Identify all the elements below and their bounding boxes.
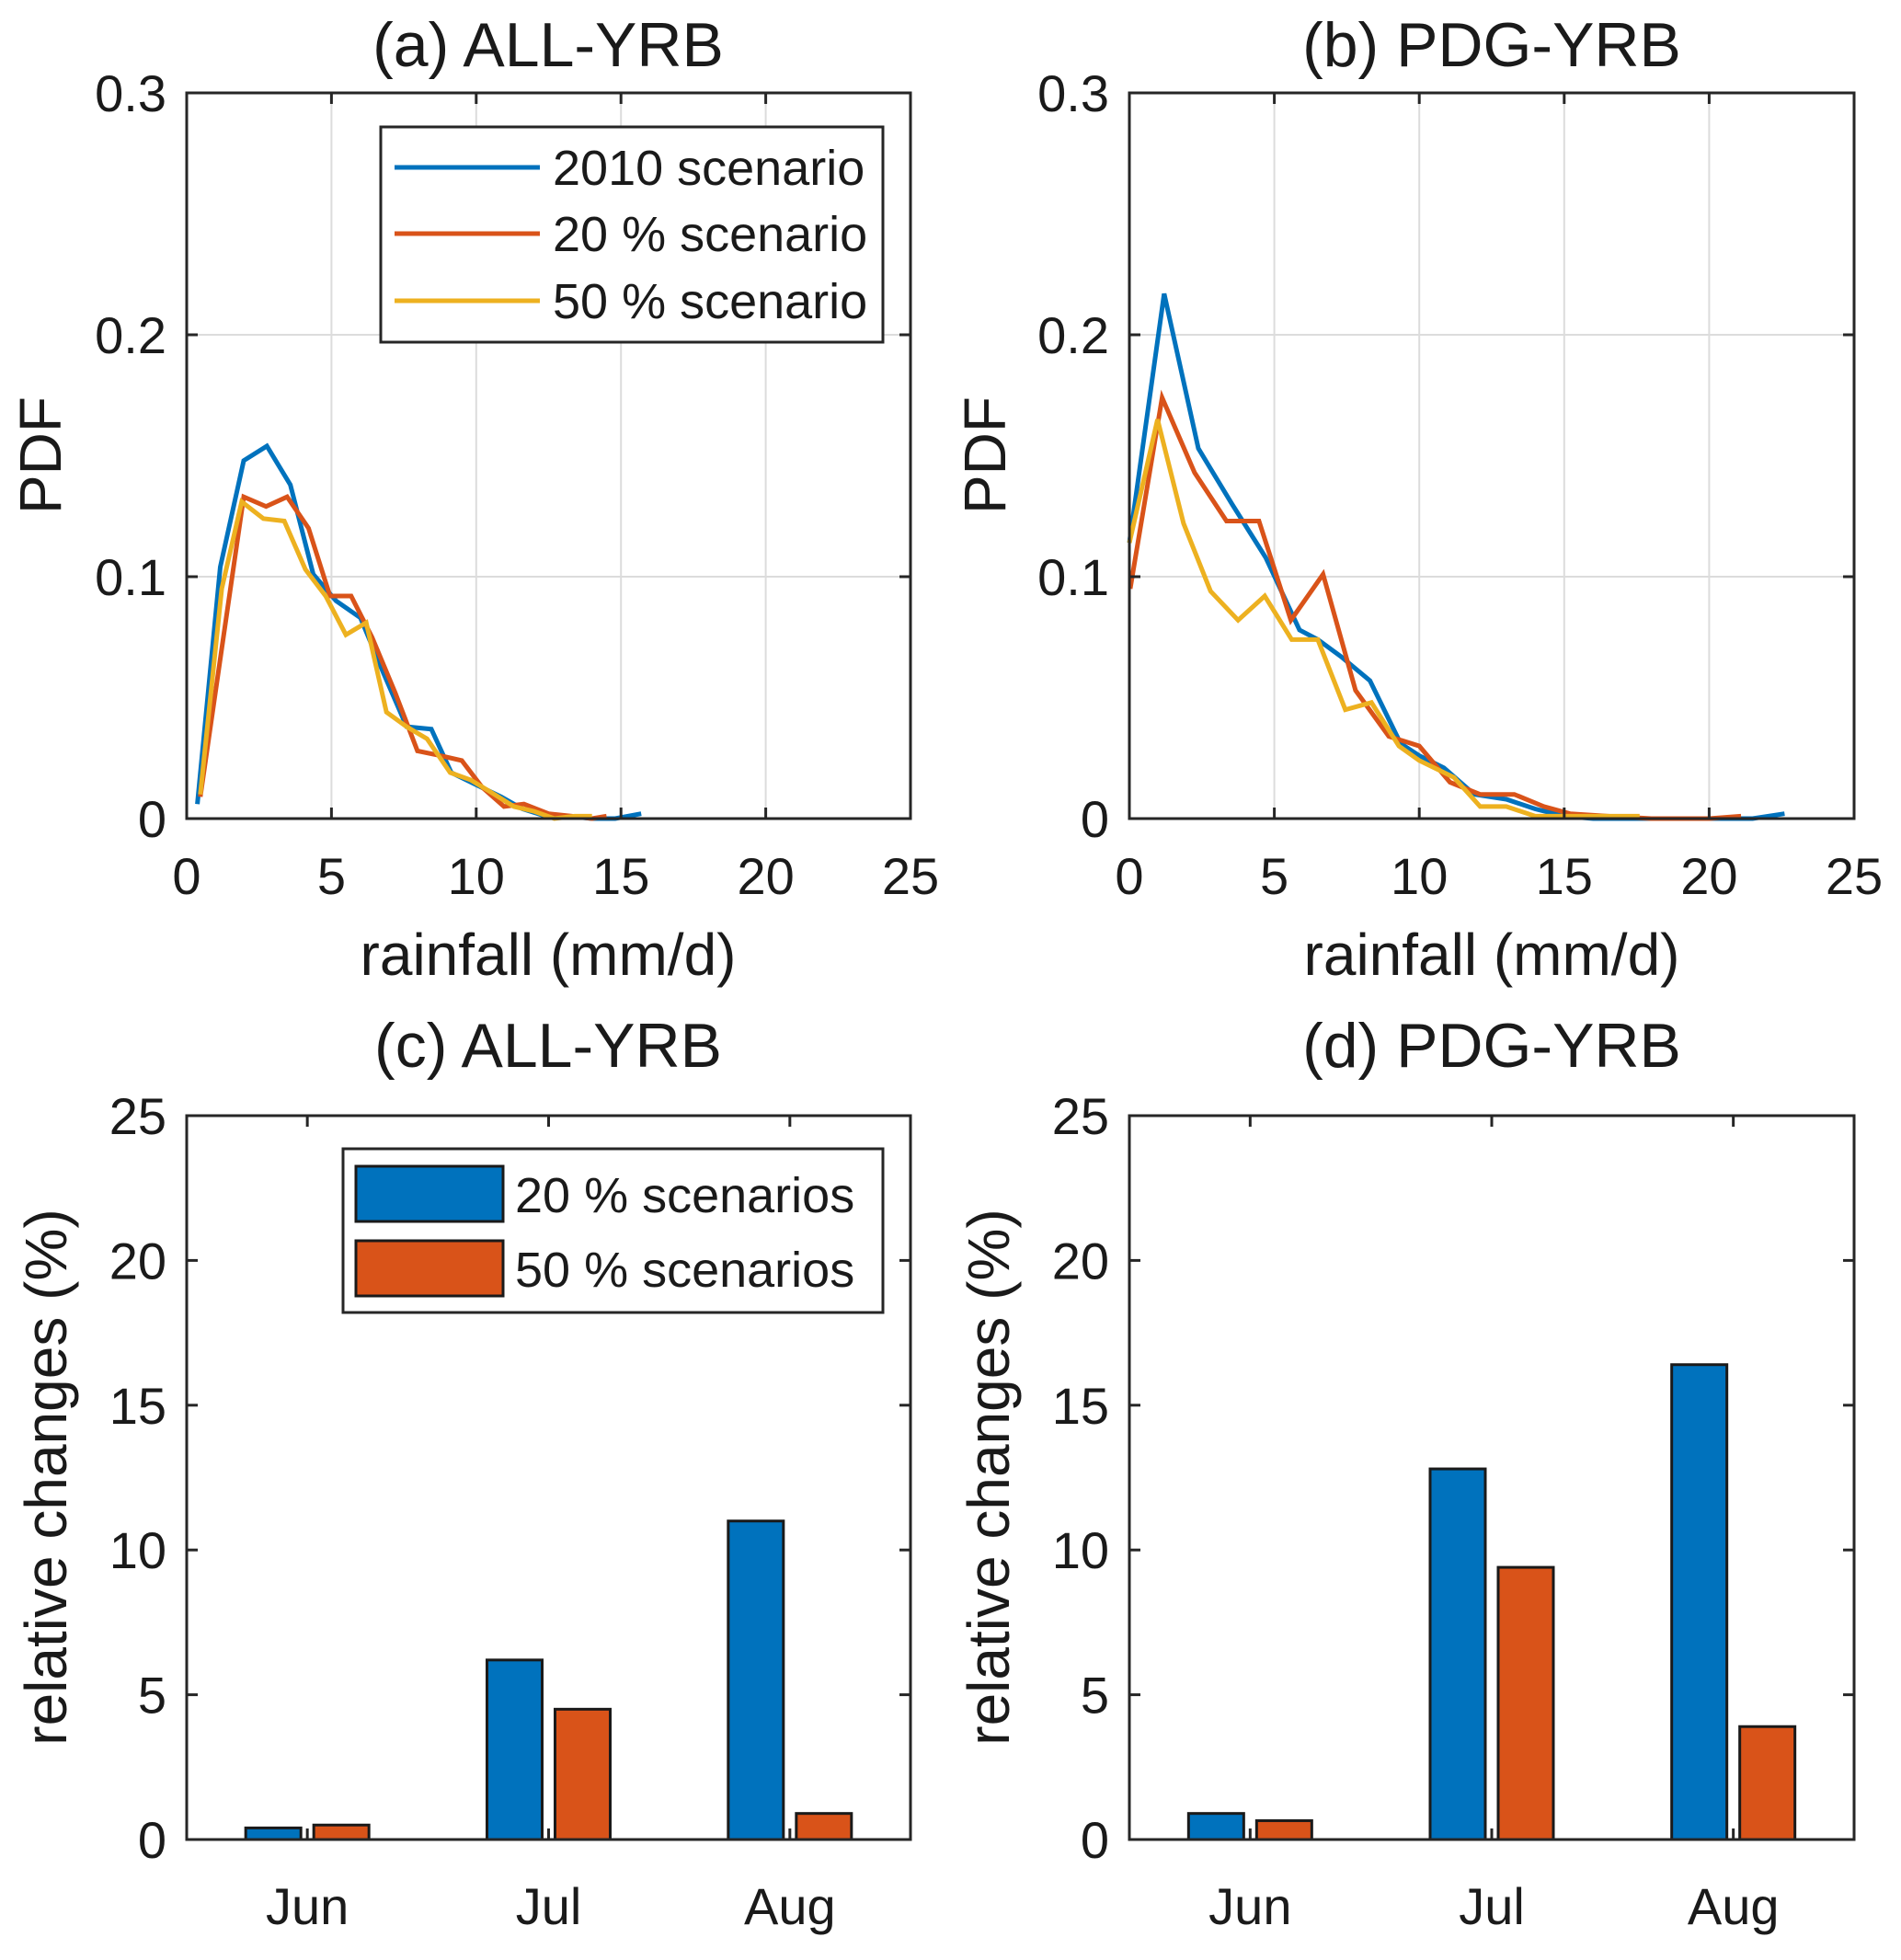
bar-jul-50pct: [554, 1707, 612, 1841]
panel-a-axes: 0 5 10 15 20 25 0 0.1 0.2 0.3: [95, 64, 939, 905]
x-tick-label: 20: [737, 847, 794, 905]
series-line-50pct-scenario: [1127, 418, 1640, 819]
x-tick-label: 10: [1391, 847, 1448, 905]
x-tick-label: 20: [1680, 847, 1737, 905]
y-tick-label: 10: [1052, 1521, 1109, 1579]
x-tick-label: 0: [172, 847, 200, 905]
legend-label-2010-scenario: 2010 scenario: [553, 141, 865, 196]
y-tick-label: 25: [109, 1087, 166, 1145]
bar-aug-20pct: [1670, 1363, 1729, 1841]
y-tick-label: 0: [1081, 1811, 1109, 1869]
panel-d-axes: Jun Jul Aug 0 5 10 15 20 25: [1052, 1087, 1856, 1935]
x-category-label: Aug: [1688, 1877, 1780, 1935]
y-tick-label: 20: [109, 1232, 166, 1289]
bar-jul-20pct: [1428, 1467, 1487, 1841]
bar-jun-20pct: [1186, 1812, 1245, 1841]
panel-c-title: (c) ALL-YRB: [374, 1011, 722, 1081]
legend-patch-50pct-scenarios: [354, 1239, 505, 1298]
x-category-label: Aug: [744, 1877, 836, 1935]
legend-label-50pct-scenario: 50 % scenario: [553, 274, 867, 329]
axes-box: [185, 91, 912, 820]
y-tick-label: 0.3: [95, 64, 166, 122]
bar-jun-50pct: [1254, 1819, 1313, 1841]
x-tick-label: 25: [882, 847, 939, 905]
series-line-20pct-scenario: [198, 493, 607, 821]
panel-a-line-chart: (a) ALL-YRB rainfall (mm/d) PDF 0 5 10 15 20…: [7, 10, 939, 988]
x-tick-label: 0: [1115, 847, 1143, 905]
panel-a-ylabel: PDF: [7, 396, 74, 514]
panel-c-plot-area: [244, 1519, 853, 1841]
bar-aug-20pct: [727, 1519, 785, 1841]
y-tick-label: 5: [1081, 1667, 1109, 1725]
panel-a-xlabel: rainfall (mm/d): [361, 922, 737, 988]
y-tick-label: 25: [1052, 1087, 1109, 1145]
y-tick-label: 0.3: [1037, 64, 1109, 122]
panel-d-ylabel: relative changes (%): [956, 1209, 1022, 1745]
x-category-label: Jun: [266, 1877, 349, 1935]
panel-d-title: (d) PDG-YRB: [1302, 1011, 1681, 1081]
y-tick-label: 0.2: [95, 306, 166, 364]
y-tick-label: 0: [138, 1811, 166, 1869]
legend-label-20pct-scenarios: 20 % scenarios: [515, 1168, 854, 1223]
axes-box: [1128, 91, 1856, 820]
y-tick-label: 0: [138, 790, 166, 848]
panel-c-axes: Jun Jul Aug 0 5 10 15 20 25: [109, 1087, 912, 1935]
panel-b-ylabel: PDF: [952, 396, 1018, 514]
x-tick-label: 15: [1536, 847, 1593, 905]
x-category-label: Jun: [1208, 1877, 1291, 1935]
x-tick-label: 5: [1260, 847, 1288, 905]
axes-box: [1128, 1114, 1856, 1841]
panel-c-bar-chart: (c) ALL-YRB relative changes (%) Jun Jul A…: [13, 1011, 912, 1935]
legend-label-20pct-scenario: 20 % scenario: [553, 207, 867, 262]
y-tick-label: 0.2: [1037, 306, 1109, 364]
bar-jul-50pct: [1496, 1565, 1555, 1841]
bar-aug-50pct: [1738, 1725, 1797, 1841]
panel-b-title: (b) PDG-YRB: [1302, 10, 1681, 80]
panel-d-plot-area: [1186, 1363, 1797, 1841]
x-tick-label: 5: [317, 847, 346, 905]
y-tick-label: 0: [1081, 790, 1109, 848]
y-tick-label: 20: [1052, 1232, 1109, 1289]
bar-jul-20pct: [486, 1658, 544, 1841]
x-tick-label: 10: [448, 847, 505, 905]
panel-a-plot-area: [195, 442, 642, 821]
y-tick-label: 15: [1052, 1377, 1109, 1435]
x-category-label: Jul: [516, 1877, 582, 1935]
bar-jun-50pct: [312, 1823, 371, 1841]
x-tick-label: 15: [592, 847, 649, 905]
y-tick-label: 0.1: [95, 548, 166, 606]
y-tick-label: 10: [109, 1521, 166, 1579]
panel-b-axes: 0 5 10 15 20 25 0 0.1 0.2 0.3: [1037, 64, 1883, 905]
axes-box: [185, 1114, 912, 1841]
legend-patch-20pct-scenarios: [354, 1164, 505, 1223]
legend-label-50pct-scenarios: 50 % scenarios: [515, 1243, 854, 1298]
x-category-label: Jul: [1459, 1877, 1525, 1935]
x-tick-label: 25: [1826, 847, 1883, 905]
panel-a-legend: 2010 scenario 20 % scenario 50 % scenari…: [379, 125, 885, 344]
panel-b-xlabel: rainfall (mm/d): [1304, 922, 1680, 988]
bar-jun-20pct: [244, 1826, 303, 1841]
y-tick-label: 5: [138, 1667, 166, 1725]
panel-c-legend: 20 % scenarios 50 % scenarios: [341, 1147, 885, 1314]
panel-b-grid: [1129, 93, 1854, 819]
panel-d-bar-chart: (d) PDG-YRB relative changes (%) Jun Jul A…: [956, 1011, 1856, 1935]
bar-aug-50pct: [795, 1812, 853, 1841]
y-tick-label: 15: [109, 1377, 166, 1435]
y-tick-label: 0.1: [1037, 548, 1109, 606]
series-line-50pct-scenario: [198, 498, 592, 821]
panel-b-line-chart: (b) PDG-YRB rainfall (mm/d) PDF 0 5 10 15 20…: [952, 10, 1883, 988]
panel-a-title: (a) ALL-YRB: [372, 10, 724, 80]
panel-c-ylabel: relative changes (%): [13, 1209, 79, 1745]
